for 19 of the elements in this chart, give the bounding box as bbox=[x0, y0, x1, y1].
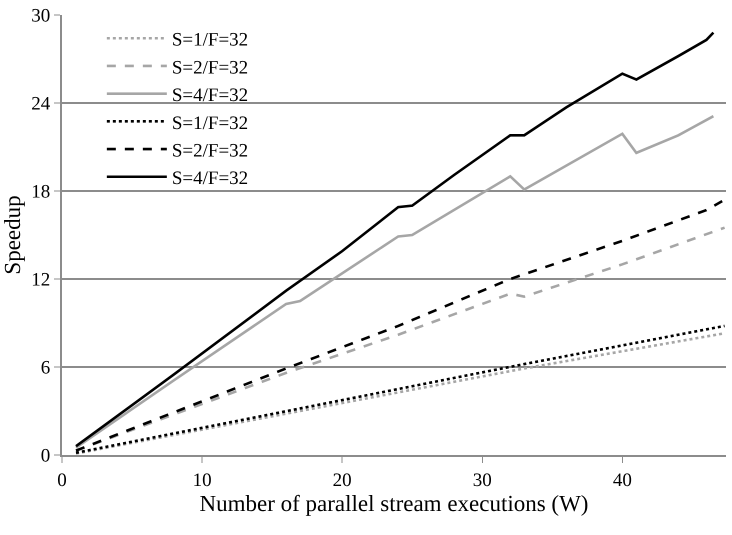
x-axis-title: Number of parallel stream executions (W) bbox=[200, 490, 588, 516]
x-tick-label: 30 bbox=[472, 470, 492, 491]
x-tick-label: 0 bbox=[57, 470, 67, 491]
legend-label: S=4/F=32 bbox=[172, 168, 248, 190]
legend-label: S=2/F=32 bbox=[172, 57, 248, 78]
y-axis-title: Speedup bbox=[0, 195, 25, 275]
legend-label: S=1/F=32 bbox=[172, 30, 248, 51]
x-tick-label: 20 bbox=[332, 470, 352, 491]
x-tick-label: 10 bbox=[192, 470, 212, 491]
y-tick-label: 0 bbox=[40, 446, 50, 467]
legend-label: S=2/F=32 bbox=[172, 140, 248, 162]
y-tick-label: 18 bbox=[31, 182, 50, 203]
y-tick-label: 6 bbox=[40, 358, 50, 379]
legend-label: S=4/F=32 bbox=[172, 85, 248, 106]
y-tick-label: 12 bbox=[31, 270, 50, 291]
y-tick-label: 30 bbox=[31, 6, 50, 27]
y-tick-label: 24 bbox=[31, 94, 51, 115]
x-tick-label: 40 bbox=[612, 470, 632, 491]
legend-label: S=1/F=32 bbox=[172, 112, 248, 134]
